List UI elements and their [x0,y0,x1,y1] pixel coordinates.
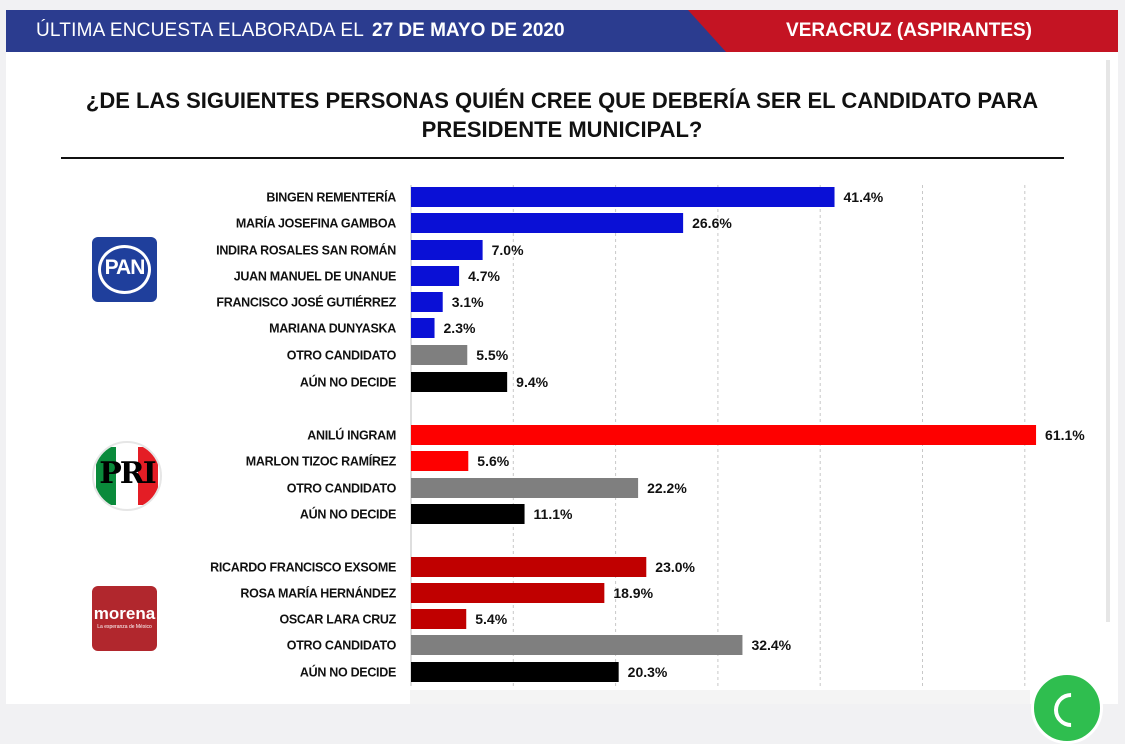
category-label: MARIANA DUNYASKA [269,322,396,336]
region-title: VERACRUZ (ASPIRANTES) [786,20,1032,41]
data-label: 2.3% [444,320,476,336]
morena-logo-text: morena [93,604,156,623]
data-label: 4.7% [468,268,500,284]
morena-logo-subtext: La esperanza de México [97,624,152,630]
title-divider [61,157,1064,159]
survey-date-label: ÚLTIMA ENCUESTA ELABORADA EL [36,20,364,41]
data-label: 5.6% [477,453,509,469]
category-label: OSCAR LARA CRUZ [279,613,396,627]
category-label: AÚN NO DECIDE [300,375,396,390]
pri-logo-red [138,447,158,505]
phone-handset-icon [1046,685,1096,735]
bar [411,504,525,524]
bar [411,266,460,286]
category-label: INDIRA ROSALES SAN ROMÁN [216,243,396,258]
data-label: 11.1% [534,506,573,522]
data-label: 41.4% [844,189,884,205]
bar [411,662,619,682]
data-label: 32.4% [751,637,791,653]
data-label: 22.2% [647,480,687,496]
category-label: ROSA MARÍA HERNÁNDEZ [240,586,396,601]
bar [411,557,647,577]
pri-logo-text: PRI [99,456,157,491]
category-label: OTRO CANDIDATO [287,639,397,653]
morena-party-logo: morena La esperanza de México [92,586,157,651]
bar [411,292,443,312]
scroll-track [1106,60,1110,622]
data-label: 20.3% [628,664,668,680]
data-label: 5.5% [476,347,508,363]
data-label: 5.4% [475,611,507,627]
category-label: BINGEN REMENTERÍA [266,190,396,205]
pan-logo-text: PAN [104,256,146,279]
category-label: AÚN NO DECIDE [300,665,396,680]
category-label: AÚN NO DECIDE [300,507,396,522]
question-line-2: PRESIDENTE MUNICIPAL? [421,117,703,142]
bar [411,372,508,392]
bar [411,583,605,603]
category-label: ANILÚ INGRAM [307,428,396,443]
category-label: RICARDO FRANCISCO EXSOME [210,561,396,575]
bar-chart: BINGEN REMENTERÍA 41.4% MARÍA JOSEFINA GAM… [210,185,1085,686]
category-label: FRANCISCO JOSÉ GUTIÉRREZ [216,295,396,310]
bar [411,451,469,471]
pri-party-logo: PRI [92,441,162,511]
data-label: 23.0% [655,559,695,575]
bottom-edge [410,690,1030,704]
header-bar: ÚLTIMA ENCUESTA ELABORADA EL 27 DE MAYO D… [6,10,1118,52]
bar [411,213,684,233]
category-label: JUAN MANUEL DE UNANUE [234,270,396,284]
category-label: MARLON TIZOC RAMÍREZ [246,454,397,469]
question-title: ¿DE LAS SIGUIENTES PERSONAS QUIÉN CREE Q… [46,86,1078,144]
data-label: 18.9% [613,585,653,601]
survey-date-caption: ÚLTIMA ENCUESTA ELABORADA EL 27 DE MAYO D… [36,20,565,42]
data-label: 7.0% [492,242,524,258]
bar [411,609,467,629]
bar [411,240,483,260]
data-label: 61.1% [1045,427,1085,443]
bar [411,425,1037,445]
category-label: OTRO CANDIDATO [287,349,397,363]
data-label: 9.4% [516,374,548,390]
question-line-1: ¿DE LAS SIGUIENTES PERSONAS QUIÉN CREE Q… [85,88,1039,113]
whatsapp-icon[interactable] [1031,672,1103,744]
survey-date: 27 DE MAYO DE 2020 [372,20,565,41]
bar [411,478,639,498]
bar [411,635,743,655]
header-red-band [688,10,1118,52]
bar [411,318,435,338]
category-label: MARÍA JOSEFINA GAMBOA [236,216,396,231]
pri-logo-white [116,447,138,505]
pri-logo-green [96,447,116,505]
pan-logo-ring [98,245,151,294]
bar [411,345,468,365]
category-label: OTRO CANDIDATO [287,482,397,496]
data-label: 3.1% [452,294,484,310]
pan-party-logo: PAN [92,237,157,302]
data-label: 26.6% [692,215,732,231]
bar [411,187,835,207]
